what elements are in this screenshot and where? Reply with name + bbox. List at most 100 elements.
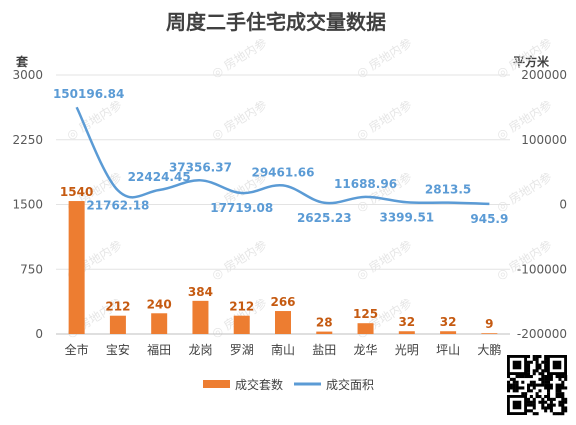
qr-module (541, 380, 545, 384)
bar-series: 1540 212 240 384 212 266 28 125 32 32 9 (60, 185, 498, 334)
qr-module (544, 360, 548, 364)
qr-module (555, 375, 559, 379)
qr-module (544, 366, 548, 370)
qr-module (549, 400, 553, 404)
bar (192, 300, 209, 334)
bar-data-label: 212 (229, 300, 254, 314)
qr-module (544, 380, 548, 384)
left-tick-label: 0 (35, 327, 43, 341)
bar (68, 201, 85, 334)
qr-module (509, 383, 513, 387)
qr-module (532, 369, 536, 373)
qr-module (529, 409, 533, 413)
qr-module (544, 357, 548, 361)
left-tick-label: 3000 (12, 68, 43, 82)
qr-module (527, 372, 531, 376)
qr-module (561, 395, 565, 399)
qr-module (541, 369, 545, 373)
line-data-label: 29461.66 (251, 165, 314, 179)
qr-module (529, 375, 533, 379)
qr-module (547, 377, 551, 381)
right-tick-label: 100000 (521, 133, 567, 147)
qr-module (521, 386, 525, 390)
qr-module (532, 406, 536, 410)
qr-module (558, 377, 562, 381)
qr-module (538, 389, 542, 393)
qr-module (561, 375, 565, 379)
qr-module (527, 403, 531, 407)
watermark-text: ◎ 房地内参 (354, 169, 415, 215)
qr-module (549, 406, 553, 410)
qr-module (561, 400, 565, 404)
bar-data-label: 32 (398, 315, 415, 329)
qr-module (541, 400, 545, 404)
category-label: 大鹏 (477, 343, 501, 357)
qr-module (532, 383, 536, 387)
qr-module (529, 380, 533, 384)
line-data-label: 37356.37 (169, 160, 232, 174)
bar (109, 315, 126, 334)
qr-module (535, 383, 539, 387)
qr-module (564, 397, 568, 401)
qr-module (535, 355, 539, 359)
qr-module (564, 375, 568, 379)
qr-module (515, 386, 519, 390)
qr-module (529, 383, 533, 387)
bar-data-label: 384 (188, 285, 213, 299)
qr-code-image (507, 355, 568, 416)
category-label: 宝安 (106, 342, 130, 357)
left-tick-label: 750 (20, 262, 43, 276)
qr-module (532, 372, 536, 376)
qr-module (521, 375, 525, 379)
right-tick-label: -100000 (517, 262, 567, 276)
qr-module (518, 375, 522, 379)
right-axis-ticks: 200000 100000 0 -100000 -200000 (517, 68, 567, 341)
bar-data-label: 1540 (60, 185, 93, 199)
qr-module (547, 386, 551, 390)
qr-module (558, 412, 562, 416)
qr-module (532, 380, 536, 384)
bar-data-label: 240 (147, 297, 172, 311)
qr-module (561, 380, 565, 384)
qr-module (547, 375, 551, 379)
qr-module (507, 386, 511, 390)
bar-data-label: 9 (485, 317, 493, 331)
line-data-label: 150196.84 (53, 87, 124, 101)
qr-module (529, 400, 533, 404)
qr-module (527, 366, 531, 370)
watermark-text: ◎ 房地内参 (209, 35, 270, 81)
qr-module (549, 375, 553, 379)
qr-finder (512, 400, 522, 410)
right-axis-unit: 平方米 (513, 54, 550, 69)
qr-module (561, 392, 565, 396)
qr-module (544, 377, 548, 381)
qr-module (561, 386, 565, 390)
qr-module (558, 375, 562, 379)
bar-data-label: 125 (353, 307, 378, 321)
category-label: 坪山 (436, 343, 460, 357)
qr-module (547, 380, 551, 384)
left-axis-ticks: 3000 2250 1500 750 0 (12, 68, 43, 341)
qr-module (547, 395, 551, 399)
qr-module (558, 400, 562, 404)
qr-module (561, 412, 565, 416)
qr-module (527, 355, 531, 359)
left-axis-unit: 套 (15, 54, 29, 69)
qr-module (527, 400, 531, 404)
category-label: 龙华 (354, 343, 378, 357)
qr-module (561, 383, 565, 387)
qr-module (532, 412, 536, 416)
qr-module (527, 383, 531, 387)
qr-module (509, 386, 513, 390)
category-label: 福田 (147, 342, 171, 357)
category-label: 罗湖 (230, 342, 254, 357)
line-data-label: 21762.18 (86, 198, 149, 212)
qr-module (527, 369, 531, 373)
qr-module (547, 403, 551, 407)
qr-module (544, 355, 548, 359)
qr-module (561, 409, 565, 413)
category-labels: 全市 宝安 福田 龙岗 罗湖 南山 盐田 龙华 光明 坪山 大鹏 (65, 342, 502, 357)
watermark-text: ◎ 房地内参 (354, 237, 415, 283)
